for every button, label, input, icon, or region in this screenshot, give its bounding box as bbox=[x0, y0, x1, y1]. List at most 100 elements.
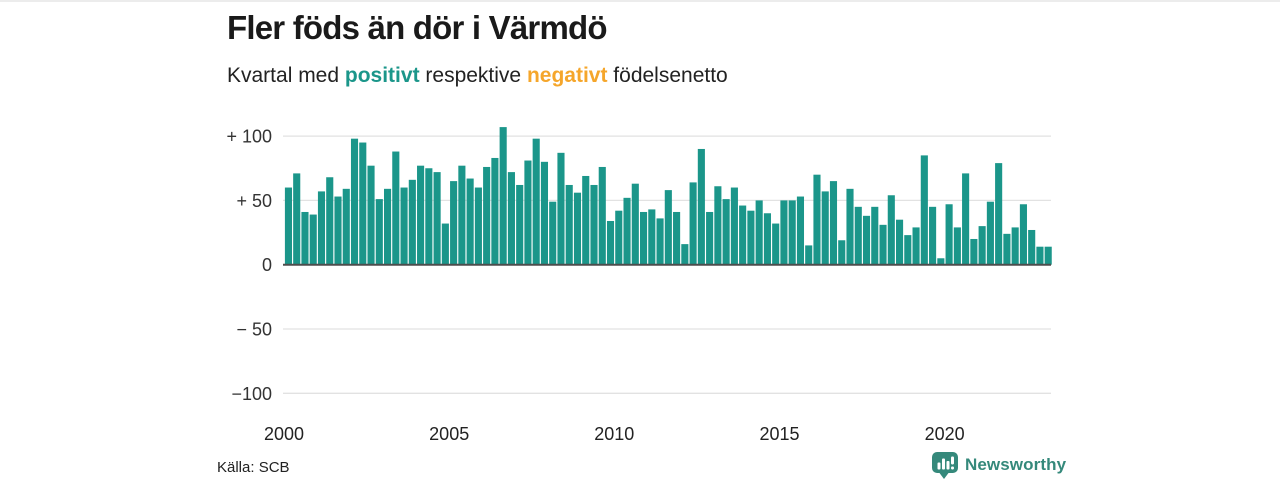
subtitle-prefix: Kvartal med bbox=[227, 64, 345, 87]
bar-2011-q2 bbox=[656, 218, 664, 265]
bar-2001-q1 bbox=[317, 191, 326, 265]
bar-2019-q2 bbox=[920, 155, 928, 265]
newsworthy-bubble-barchart-icon bbox=[932, 452, 958, 479]
brand-logo: Newsworthy bbox=[931, 451, 1066, 479]
bar-2012-q4 bbox=[706, 211, 714, 265]
x-tick-label-2010: 2010 bbox=[594, 424, 634, 444]
bar-2016-q2 bbox=[821, 191, 829, 265]
bar-2017-q3 bbox=[862, 215, 871, 265]
bar-2014-q3 bbox=[763, 213, 771, 265]
bar-2001-q3 bbox=[334, 196, 342, 265]
bar-2002-q4 bbox=[375, 199, 383, 265]
bar-2002-q3 bbox=[367, 165, 375, 265]
bar-2009-q3 bbox=[598, 166, 606, 265]
bar-2006-q4 bbox=[507, 172, 515, 265]
bar-2012-q2 bbox=[689, 182, 697, 265]
bar-2015-q4 bbox=[805, 245, 813, 265]
bar-2020-q4 bbox=[970, 238, 978, 265]
bar-2008-q4 bbox=[573, 192, 582, 265]
bar-2010-q1 bbox=[615, 210, 623, 265]
bar-2007-q4 bbox=[540, 161, 549, 265]
bar-2021-q1 bbox=[978, 226, 986, 265]
bar-2000-q4 bbox=[309, 214, 317, 265]
bar-2021-q2 bbox=[986, 201, 994, 265]
x-tick-label-2000: 2000 bbox=[264, 424, 304, 444]
bar-2008-q2 bbox=[557, 152, 565, 265]
chart-subtitle: Kvartal med positivt respektive negativt… bbox=[227, 62, 728, 90]
bar-2015-q1 bbox=[780, 200, 788, 265]
bar-2022-q2 bbox=[1019, 204, 1027, 265]
y-tick-label-50: + 50 bbox=[236, 191, 272, 211]
bar-2021-q4 bbox=[1003, 233, 1011, 265]
y-tick-label--100: −100 bbox=[231, 384, 272, 404]
bar-2022-q1 bbox=[1011, 227, 1019, 265]
bar-2011-q1 bbox=[648, 209, 656, 265]
bar-2001-q2 bbox=[326, 177, 334, 265]
x-tick-label-2020: 2020 bbox=[925, 424, 965, 444]
bar-2000-q3 bbox=[301, 211, 309, 265]
bar-2018-q2 bbox=[887, 195, 895, 265]
bar-2010-q3 bbox=[631, 183, 639, 265]
bar-2007-q2 bbox=[524, 160, 532, 265]
chart-title: Fler föds än dör i Värmdö bbox=[227, 9, 608, 46]
bar-2016-q1 bbox=[813, 174, 821, 265]
bar-2012-q3 bbox=[697, 148, 705, 265]
subtitle-positive-word: positivt bbox=[344, 64, 420, 87]
bar-2004-q1 bbox=[417, 165, 425, 265]
bar-2007-q3 bbox=[532, 138, 540, 265]
y-tick-label-0: 0 bbox=[262, 255, 272, 275]
y-tick-label-100: + 100 bbox=[226, 127, 272, 147]
bar-2003-q4 bbox=[408, 179, 416, 265]
bar-2023-q1 bbox=[1044, 246, 1052, 265]
bar-2004-q2 bbox=[425, 168, 433, 265]
bar-2008-q1 bbox=[549, 201, 557, 265]
bar-2019-q3 bbox=[929, 206, 937, 265]
bar-2009-q1 bbox=[582, 175, 590, 265]
bar-2011-q3 bbox=[664, 190, 672, 265]
bar-2012-q1 bbox=[681, 244, 689, 265]
bar-2013-q4 bbox=[739, 205, 747, 265]
bar-2006-q2 bbox=[491, 157, 499, 265]
bar-2009-q4 bbox=[606, 220, 615, 265]
bar-2006-q1 bbox=[483, 166, 491, 265]
bar-2001-q4 bbox=[342, 188, 350, 265]
bar-2020-q2 bbox=[953, 227, 961, 265]
bar-2010-q4 bbox=[640, 211, 648, 265]
bar-2018-q4 bbox=[904, 235, 912, 265]
brand-name: Newsworthy bbox=[965, 455, 1067, 474]
bar-2005-q3 bbox=[466, 178, 474, 265]
bar-2014-q4 bbox=[772, 223, 780, 265]
bar-2006-q3 bbox=[499, 127, 507, 265]
bar-2017-q2 bbox=[854, 206, 862, 265]
bar-2010-q2 bbox=[623, 197, 631, 265]
bar-2005-q4 bbox=[474, 187, 482, 265]
bar-2005-q1 bbox=[450, 181, 458, 265]
bar-2004-q3 bbox=[433, 172, 441, 265]
bar-2013-q2 bbox=[722, 199, 730, 265]
bar-2017-q4 bbox=[871, 206, 879, 265]
bar-2009-q2 bbox=[590, 184, 598, 265]
bar-2018-q1 bbox=[879, 224, 887, 265]
bar-2020-q3 bbox=[962, 173, 970, 265]
bar-2003-q1 bbox=[384, 188, 392, 265]
bar-2003-q3 bbox=[400, 187, 408, 265]
bar-2022-q3 bbox=[1028, 229, 1036, 265]
bar-2016-q3 bbox=[829, 181, 838, 265]
bar-2022-q4 bbox=[1036, 246, 1044, 265]
bar-2014-q1 bbox=[747, 210, 755, 265]
bar-2003-q2 bbox=[392, 151, 400, 265]
x-tick-label-2005: 2005 bbox=[429, 424, 469, 444]
bar-2007-q1 bbox=[516, 184, 524, 265]
bar-2013-q3 bbox=[730, 187, 738, 265]
bar-2017-q1 bbox=[846, 188, 854, 265]
subtitle-middle: respektive bbox=[419, 64, 527, 87]
bar-2002-q1 bbox=[350, 138, 359, 265]
bar-2000-q2 bbox=[293, 173, 301, 265]
bar-2008-q3 bbox=[565, 184, 573, 265]
subtitle-suffix: födelsenetto bbox=[607, 64, 728, 87]
bar-2020-q1 bbox=[945, 204, 953, 265]
bar-2002-q2 bbox=[359, 142, 367, 265]
bar-2011-q4 bbox=[673, 211, 681, 265]
bar-2005-q2 bbox=[458, 165, 466, 265]
